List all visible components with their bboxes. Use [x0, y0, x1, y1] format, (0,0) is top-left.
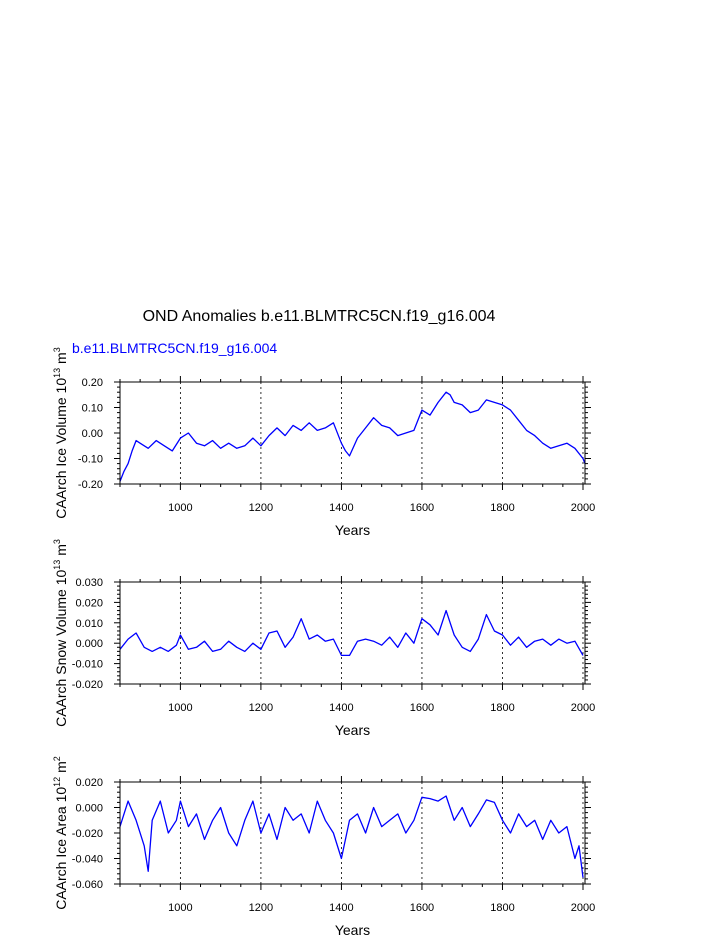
- series-line: [119, 609, 584, 657]
- y-tick-label: 0.00: [82, 428, 103, 440]
- y-tick-label: 0.020: [75, 597, 103, 609]
- y-tick-label: -0.020: [72, 679, 103, 691]
- plot-frame: [119, 781, 586, 885]
- y-axis-title: CAArch Ice Area 1012 m2: [52, 756, 69, 910]
- y-tick-label: -0.040: [72, 854, 103, 866]
- x-tick-label: 1200: [249, 902, 273, 914]
- x-tick-label: 1800: [490, 502, 514, 514]
- chart-panel-3: 1000 1200 1400 1600 1800 2000 -0.060 -0.040 -0.0…: [52, 756, 595, 935]
- series-line: [119, 795, 584, 878]
- x-tick-label: 1000: [168, 502, 192, 514]
- x-axis-title: Years: [335, 522, 370, 538]
- y-tick-label: -0.010: [72, 659, 103, 671]
- y-tick-label: 0.030: [75, 577, 103, 589]
- x-tick-label: 1200: [249, 502, 273, 514]
- plot-frame: [119, 581, 586, 685]
- plot-frame: [119, 381, 586, 485]
- x-tick-label: 1400: [329, 502, 353, 514]
- x-tick-label: 1600: [410, 902, 434, 914]
- x-tick-label: 1800: [490, 702, 514, 714]
- y-tick-label: -0.20: [78, 479, 103, 491]
- x-tick-label: 2000: [571, 502, 595, 514]
- y-tick-label: -0.060: [72, 879, 103, 891]
- x-axis-title: Years: [335, 922, 370, 935]
- y-tick-label: 0.000: [75, 638, 103, 650]
- x-tick-label: 1000: [168, 702, 192, 714]
- y-axis-title: CAArch Ice Volume 1013 m3: [52, 347, 69, 518]
- x-tick-label: 1200: [249, 702, 273, 714]
- y-tick-label: 0.010: [75, 618, 103, 630]
- y-axis-title: CAArch Snow Volume 1013 m3: [52, 539, 69, 727]
- x-tick-label: 1400: [329, 902, 353, 914]
- y-tick-label: 0.20: [82, 377, 103, 389]
- chart-subtitle: b.e11.BLMTRC5CN.f19_g16.004: [72, 340, 277, 356]
- chart-panel-2: 1000 1200 1400 1600 1800 2000 -0.020 -0.010 0.00…: [52, 539, 595, 738]
- x-tick-label: 1000: [168, 902, 192, 914]
- x-axis-title: Years: [335, 722, 370, 738]
- x-tick-label: 2000: [571, 902, 595, 914]
- series-line: [119, 391, 586, 482]
- x-tick-label: 2000: [571, 702, 595, 714]
- x-tick-label: 1400: [329, 702, 353, 714]
- y-tick-label: -0.020: [72, 828, 103, 840]
- y-tick-label: 0.000: [75, 803, 103, 815]
- y-tick-label: -0.10: [78, 454, 103, 466]
- chart-panel-1: 1000 1200 1400 1600 1800 2000 -0.20 -0.10 0.00 0.…: [52, 347, 595, 538]
- y-tick-label: 0.10: [82, 403, 103, 415]
- chart-title: OND Anomalies b.e11.BLMTRC5CN.f19_g16.00…: [143, 308, 496, 325]
- x-tick-label: 1600: [410, 702, 434, 714]
- x-tick-label: 1800: [490, 902, 514, 914]
- x-tick-label: 1600: [410, 502, 434, 514]
- y-tick-label: 0.020: [75, 777, 103, 789]
